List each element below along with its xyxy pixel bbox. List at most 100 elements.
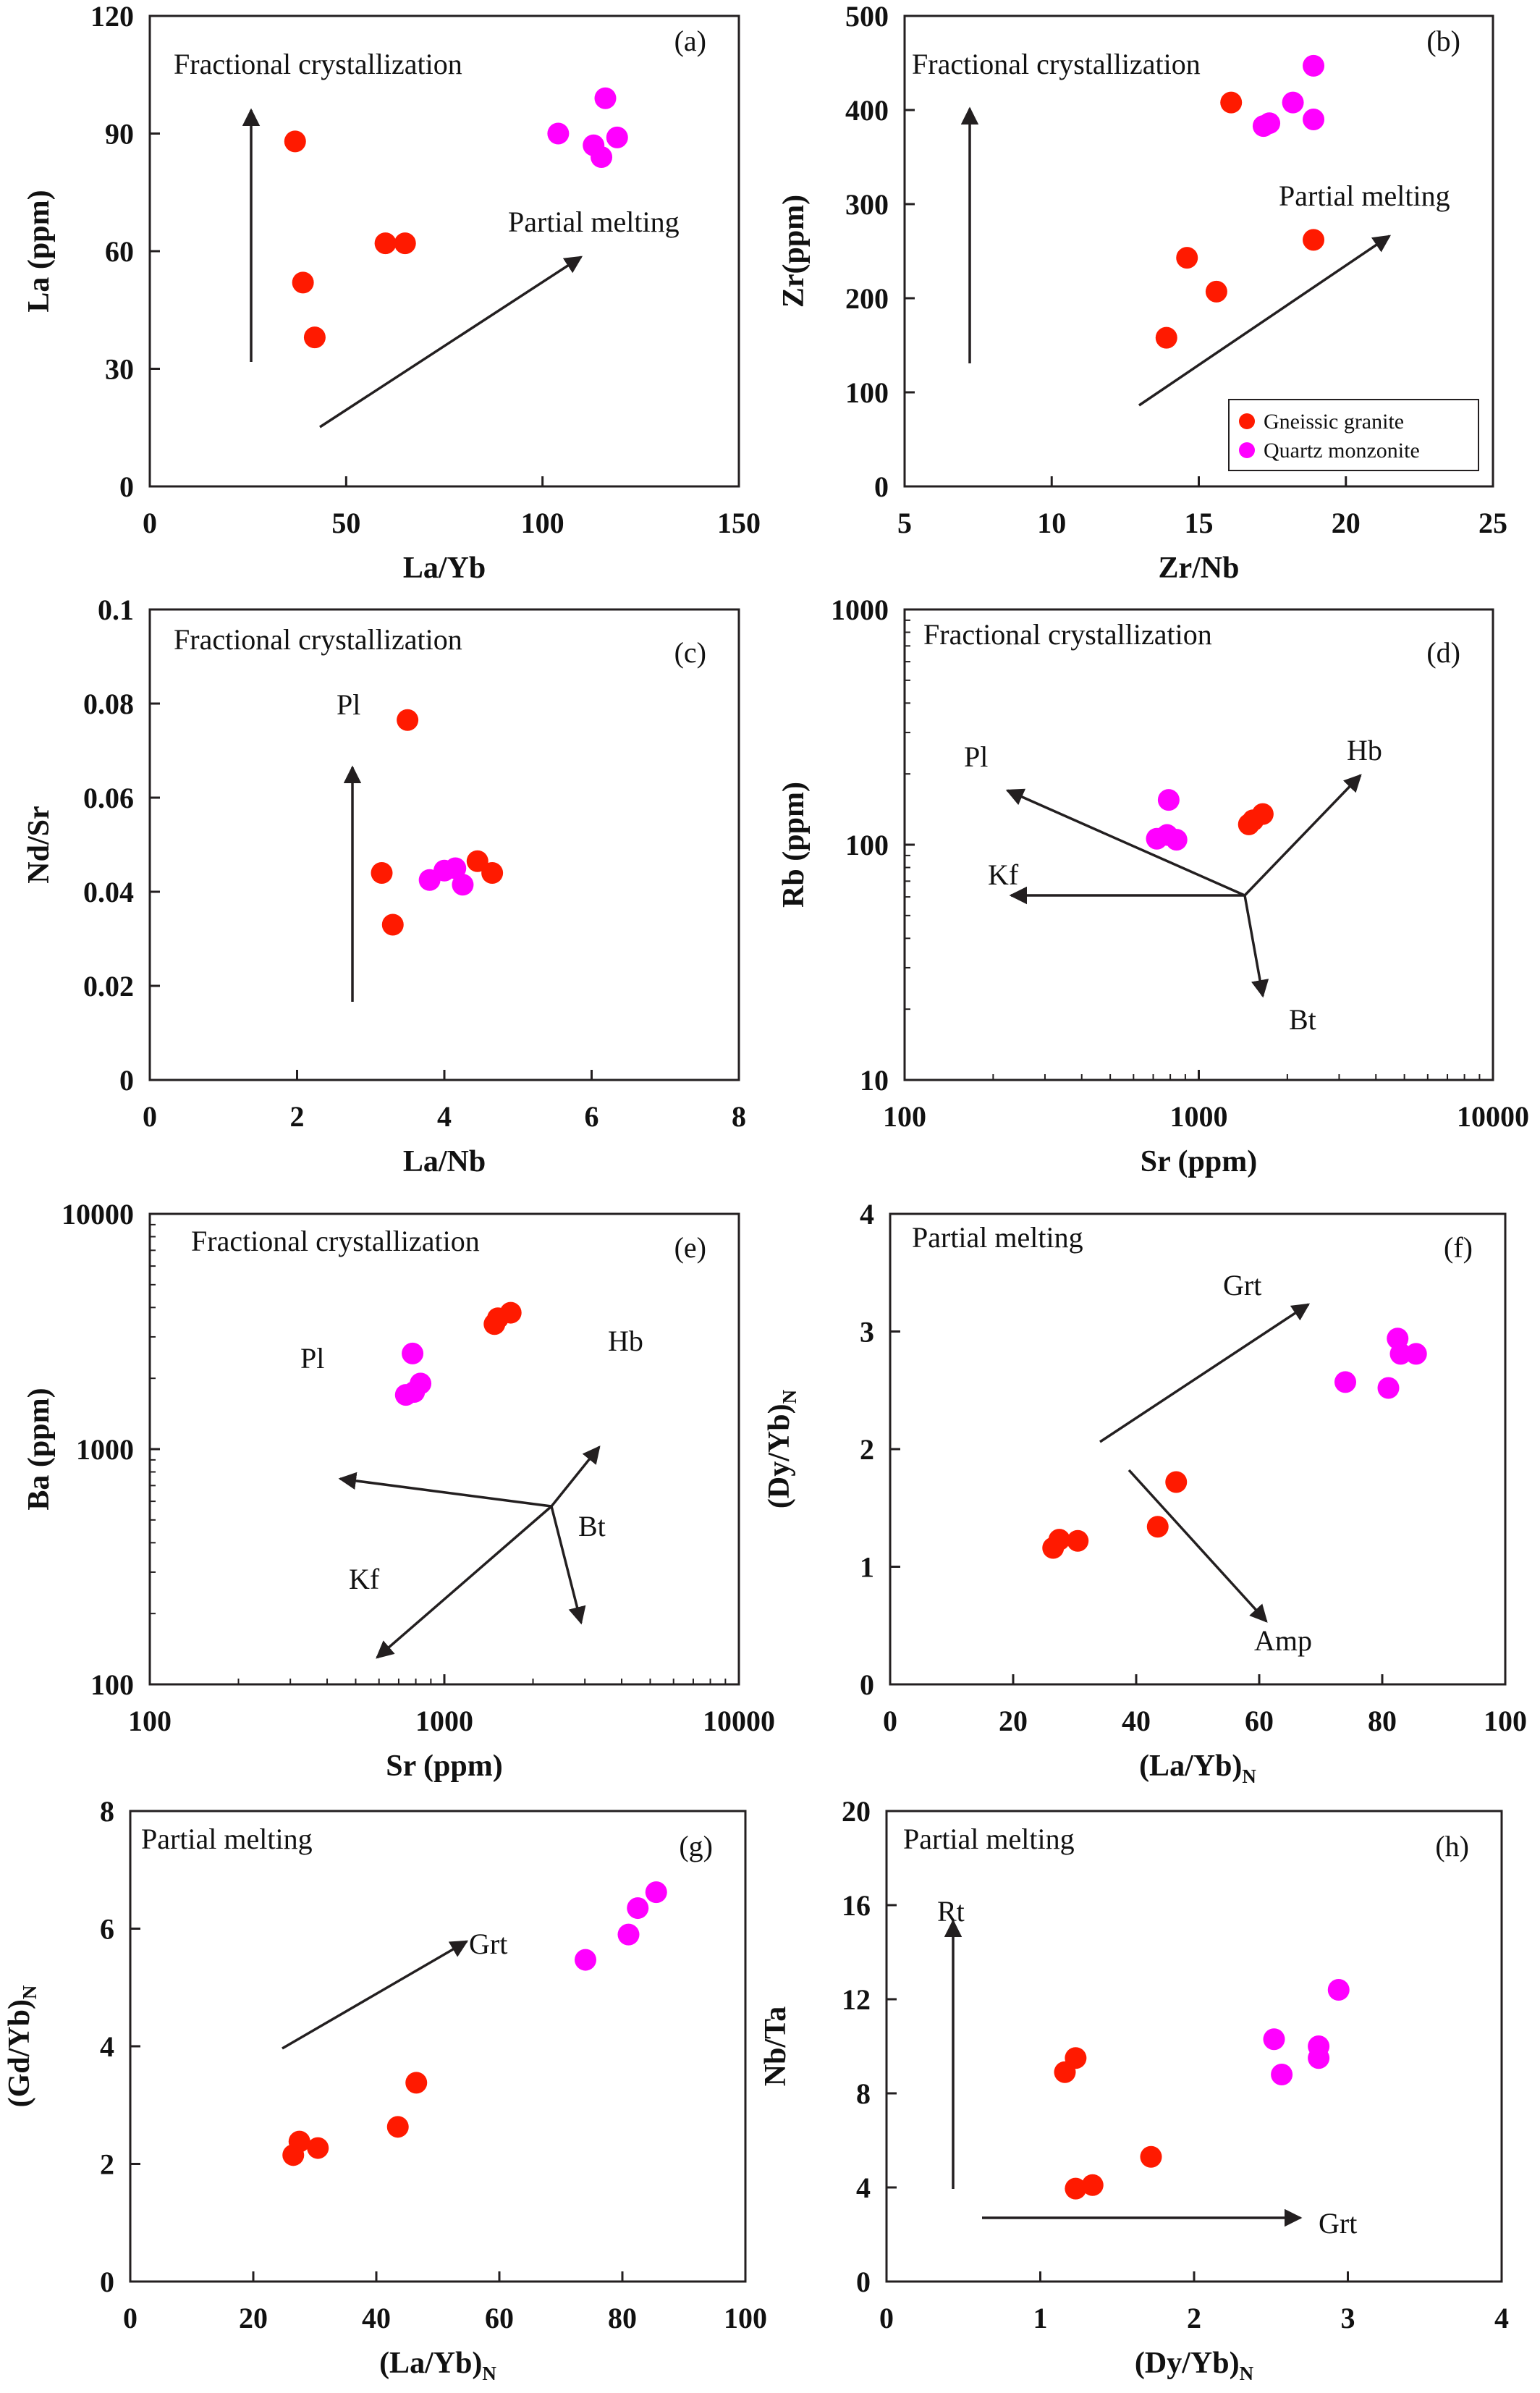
panel-label: (h) [1435,1830,1469,1862]
y-axis-label-text: Ba (ppm) [22,1388,56,1510]
x-axis-label-text: La/Nb [403,1145,486,1178]
annotation: Kf [349,1563,380,1595]
plot-frame [148,1212,740,1686]
x-axis-label: Sr (ppm) [386,1750,502,1783]
y-tick-label: 3 [860,1316,874,1349]
y-tick-label: 1000 [831,594,889,626]
x-tick-label: 15 [1185,507,1214,539]
x-tick-label: 100 [521,507,564,539]
y-tick-label: 200 [845,282,889,315]
y-axis-label: Zr(ppm) [777,195,811,308]
y-tick-label: 90 [105,118,134,151]
x-axis-label-text: Zr/Nb [1158,552,1239,585]
x-axis-label: (La/Yb)N [379,2347,496,2384]
x-axis-label-text: (La/Yb) [1139,1750,1242,1783]
x-axis-label-text: (Dy/Yb) [1135,2347,1240,2380]
y-axis-label: (Gd/Yb)N [3,1985,41,2107]
legend-label: Quartz monzonite [1264,439,1420,463]
chart-panel-e: 100 1000 10000 100 1000 10000 Sr (ppm) Ba (ppm)… [22,1198,775,1783]
x-tick-label: 5 [897,507,912,539]
x-tick-label: 10 [1037,507,1066,539]
legend: Gneissic granite Quartz monzonite [1228,399,1479,471]
y-tick-label: 0.04 [83,876,134,908]
data-point-gneissic-granite [303,326,326,349]
trend-arrow [338,1472,552,1508]
x-axis-label-subscript: N [482,2363,496,2384]
data-point-gneissic-granite [288,2130,310,2153]
data-point-quartz-monzonite [1303,54,1325,77]
data-point-quartz-monzonite [547,122,570,145]
annotation: Hb [608,1325,643,1357]
y-tick-label: 0 [856,2266,871,2298]
y-tick-label: 1 [860,1551,874,1584]
y-axis-label-text: Rb (ppm) [777,782,811,908]
annotation: Grt [1319,2207,1357,2240]
x-tick-label: 100 [883,1100,926,1133]
chart-panel-a: 0 50 100 150 0 30 60 90 120 La/Yb La (ppm) (a) Fract… [22,0,761,585]
annotation: Rt [937,1895,965,1928]
y-tick-label: 4 [860,1198,874,1231]
trend-arrow [1243,895,1269,998]
x-tick-label: 80 [608,2302,637,2334]
x-axis-label-subscript: N [1240,2363,1254,2384]
annotation: Fractional crystallization [174,48,462,80]
y-tick-label: 10000 [62,1198,134,1231]
y-tick-label: 8 [100,1795,114,1828]
y-tick-label: 10 [860,1064,889,1097]
legend-label: Gneissic granite [1264,410,1404,434]
y-tick-label: 0 [860,1668,874,1701]
y-tick-label: 0.06 [83,782,134,814]
plot-frame [885,1810,1503,2283]
data-point-quartz-monzonite [1303,109,1325,130]
x-tick-label: 0 [143,507,157,539]
annotation: Partial melting [141,1823,313,1855]
y-tick-label: 16 [842,1889,871,1922]
x-tick-label: 100 [724,2302,767,2334]
x-tick-label: 10000 [1457,1100,1529,1133]
x-tick-label: 20 [999,1705,1028,1737]
data-point-quartz-monzonite [1271,2064,1293,2085]
plot-frame [903,608,1494,1081]
x-tick-label: 60 [485,2302,514,2334]
panel-label: (b) [1426,25,1460,57]
y-axis-label-text: Nd/Sr [22,806,56,883]
data-point-quartz-monzonite [594,87,617,109]
data-point-quartz-monzonite [606,126,628,148]
x-tick-label: 0 [143,1100,157,1133]
x-tick-label: 0 [123,2302,138,2334]
x-tick-label: 25 [1478,507,1507,539]
data-point-quartz-monzonite [1282,91,1304,114]
panel-label: (c) [674,636,706,669]
data-point-gneissic-granite [1065,2047,1087,2069]
annotation: Pl [300,1342,324,1375]
y-tick-label: 100 [845,376,889,409]
annotation: Pl [337,688,360,721]
y-tick-label: 4 [100,2030,114,2063]
data-point-gneissic-granite [481,862,504,884]
x-tick-label: 10000 [703,1705,775,1737]
x-tick-label: 8 [732,1100,746,1133]
data-point-quartz-monzonite [1377,1377,1400,1399]
data-point-gneissic-granite [1176,247,1198,269]
annotation: Partial melting [508,206,680,238]
x-axis-label: La/Nb [403,1145,486,1178]
x-axis-label-text: Sr (ppm) [1141,1145,1257,1178]
y-tick-label: 0.08 [83,688,134,720]
y-axis-label-subscript: N [19,1985,41,1999]
plot-frame [889,1212,1507,1686]
y-tick-label: 4 [856,2172,871,2204]
y-tick-label: 30 [105,353,134,386]
x-axis-label: La/Yb [403,552,486,585]
data-point-quartz-monzonite [591,146,613,168]
x-tick-label: 20 [1332,507,1361,539]
y-tick-label: 300 [845,188,889,221]
x-axis-label: Zr/Nb [1158,552,1239,585]
annotation: Hb [1347,734,1382,767]
x-tick-label: 50 [331,507,360,539]
x-tick-label: 2 [290,1100,305,1133]
panel-label: (a) [674,25,706,57]
data-point-gneissic-granite [499,1301,522,1324]
data-point-gneissic-granite [1140,2145,1162,2168]
y-tick-label: 0.1 [98,594,134,626]
